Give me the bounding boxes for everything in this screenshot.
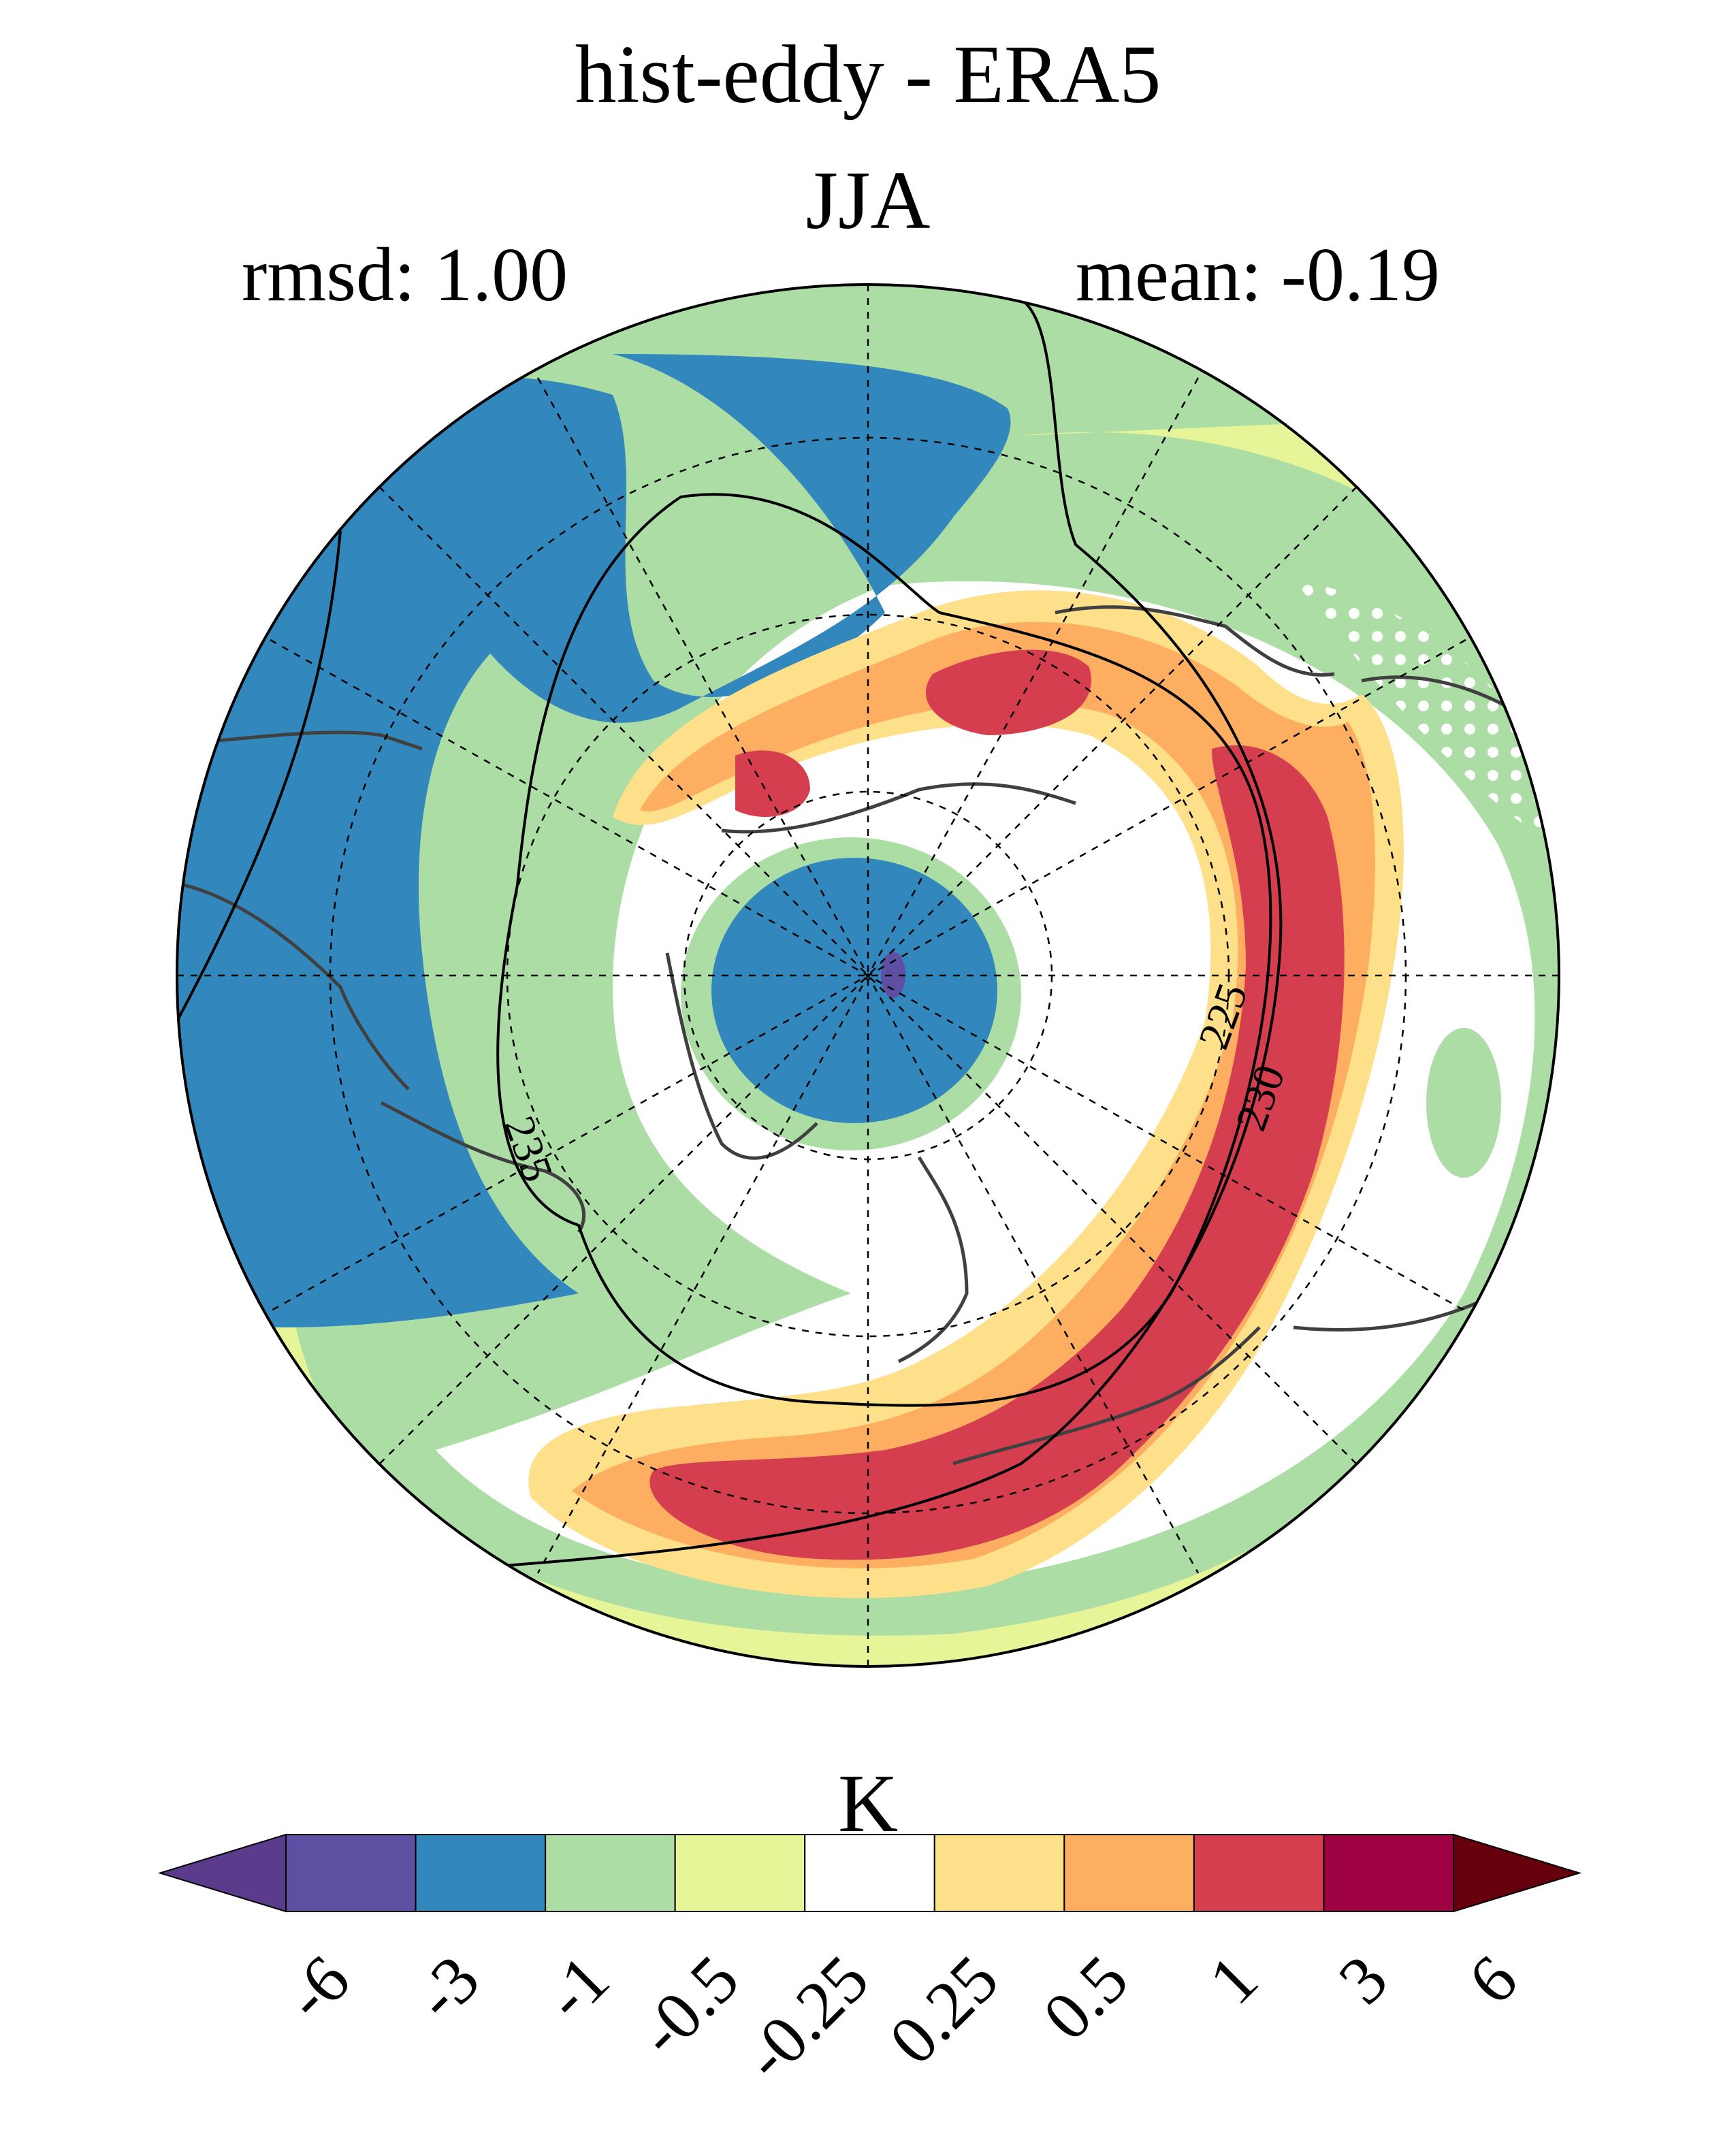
colorbar-box	[1193, 1834, 1325, 1912]
field-red-scandinavia	[735, 750, 810, 817]
contour-235	[177, 530, 342, 1022]
mean-label: mean: -0.19	[1076, 233, 1440, 317]
colorbar-box	[1323, 1834, 1455, 1912]
season-subtitle: JJA	[805, 155, 931, 246]
coastlines	[183, 605, 1554, 1466]
colorbar-box	[933, 1834, 1065, 1912]
colorbar-tick-label: 1	[1195, 1941, 1272, 2018]
contour-230	[503, 298, 1283, 1567]
field-blue-west	[177, 354, 1011, 1327]
colorbar-box	[285, 1834, 417, 1912]
colorbar-box	[545, 1834, 676, 1912]
contour-225	[496, 493, 1272, 1407]
colorbar-tick-label: -0.5	[624, 1941, 753, 2070]
colorbar-box	[674, 1834, 806, 1912]
colorbar-unit: K	[837, 1758, 899, 1850]
field-green-east	[1426, 1028, 1501, 1178]
colorbar-extend-high	[1453, 1833, 1582, 1913]
field-arctic-blue	[711, 858, 997, 1123]
field-arctic-minimum	[881, 952, 905, 998]
graticule	[177, 285, 1559, 1666]
colorbar-box	[804, 1834, 935, 1912]
colorbar-tick-label: 0.5	[1029, 1941, 1142, 2054]
climatology-contours	[177, 298, 1283, 1567]
colorbar-tick-label: -6	[270, 1941, 364, 2034]
colorbar-tick-label: 6	[1454, 1941, 1532, 2018]
rmsd-label: rmsd: 1.00	[242, 233, 568, 317]
field-red-arc	[649, 745, 1345, 1560]
colorbar-tick-label: 3	[1324, 1941, 1402, 2018]
colorbar: -6 -3 -1 -0.5-0.250.25 0.5 1 3 6	[157, 1833, 1582, 2095]
colorbar-box	[1063, 1834, 1195, 1912]
field-red-siberia	[925, 649, 1091, 735]
colorbar-tick-label: 0.25	[875, 1941, 1012, 2078]
colorbar-tick-label: -1	[530, 1941, 623, 2034]
colorbar-tick-label: -0.25	[729, 1941, 883, 2095]
colorbar-tick-label: -3	[400, 1941, 494, 2034]
colorbar-box	[415, 1834, 547, 1912]
map-title: hist-eddy - ERA5	[575, 29, 1161, 120]
map-boundary	[176, 283, 1560, 1668]
